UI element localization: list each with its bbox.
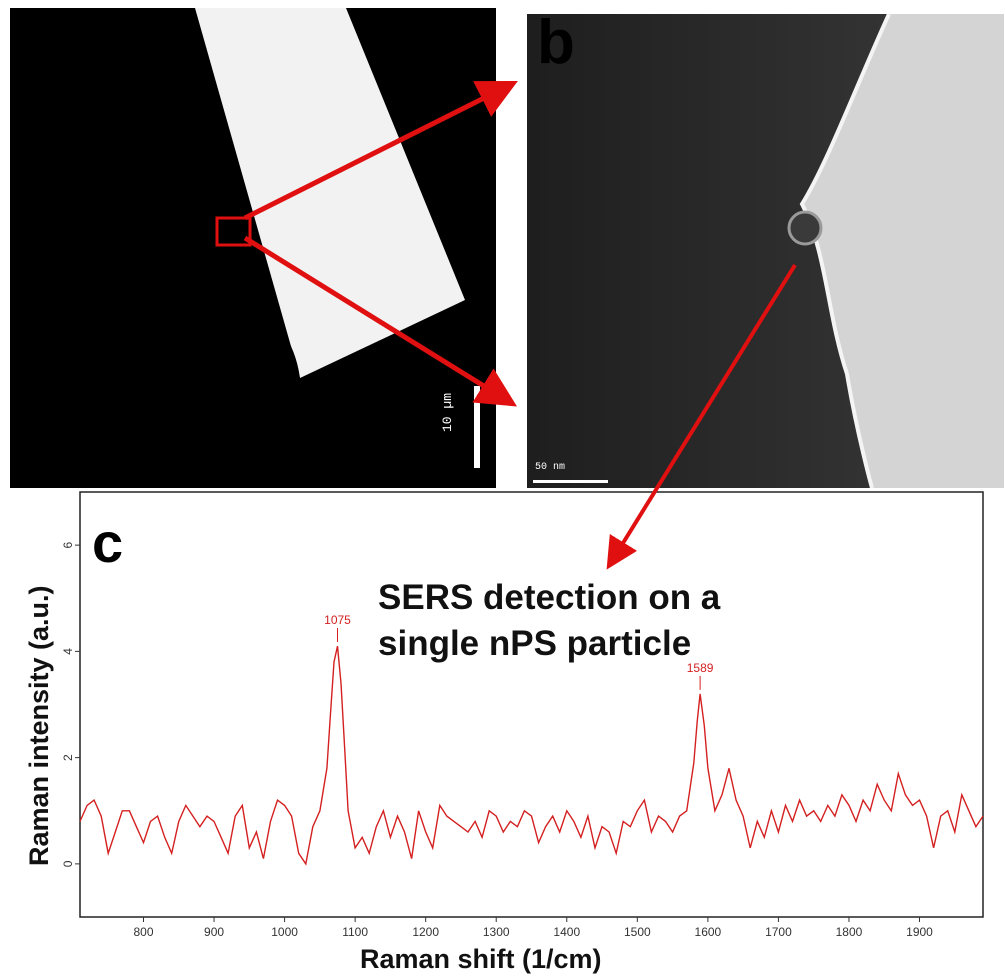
x-tick-label: 1800	[836, 925, 863, 939]
x-tick-label: 1600	[695, 925, 722, 939]
peak-label: 1075	[324, 613, 351, 627]
x-tick-label: 1500	[624, 925, 651, 939]
scale-bar-b-label: 50 nm	[535, 462, 566, 473]
x-tick-label: 1000	[271, 925, 298, 939]
scale-bar-a	[474, 386, 480, 468]
y-tick-label: 0	[61, 860, 75, 867]
x-axis-title: Raman shift (1/cm)	[360, 944, 602, 974]
x-tick-label: 900	[204, 925, 224, 939]
nanoparticle	[787, 210, 823, 246]
panel-label-b: b	[537, 8, 575, 77]
sers-annotation-line2: single nPS particle	[378, 624, 692, 663]
x-axis: 800 900 1000 1100 1200 1300 1400 1500 1600 1700 18…	[133, 917, 933, 939]
x-tick-label: 1200	[412, 925, 439, 939]
y-tick-label: 4	[61, 648, 75, 655]
peak-annotations: 1075 1589	[324, 613, 714, 690]
sers-annotation-line1: SERS detection on a	[378, 578, 721, 617]
y-tick-label: 6	[61, 541, 75, 548]
x-tick-label: 1100	[342, 925, 368, 939]
x-tick-label: 1400	[553, 925, 580, 939]
plot-frame	[79, 491, 984, 918]
y-axis: 0 2 4 6	[61, 541, 80, 867]
x-tick-label: 800	[133, 925, 153, 939]
x-tick-label: 1300	[483, 925, 510, 939]
x-tick-label: 1700	[765, 925, 792, 939]
spectrum-line	[79, 645, 984, 866]
zoom-region-box	[215, 216, 252, 247]
x-tick-label: 1900	[906, 925, 933, 939]
panel-label-c: c	[92, 511, 124, 574]
scale-bar-b	[533, 480, 608, 483]
panel-label-a: a	[26, 10, 61, 79]
y-tick-label: 2	[61, 754, 75, 761]
y-axis-title: Raman intensity (a.u.)	[24, 585, 54, 866]
peak-label: 1589	[687, 661, 714, 675]
